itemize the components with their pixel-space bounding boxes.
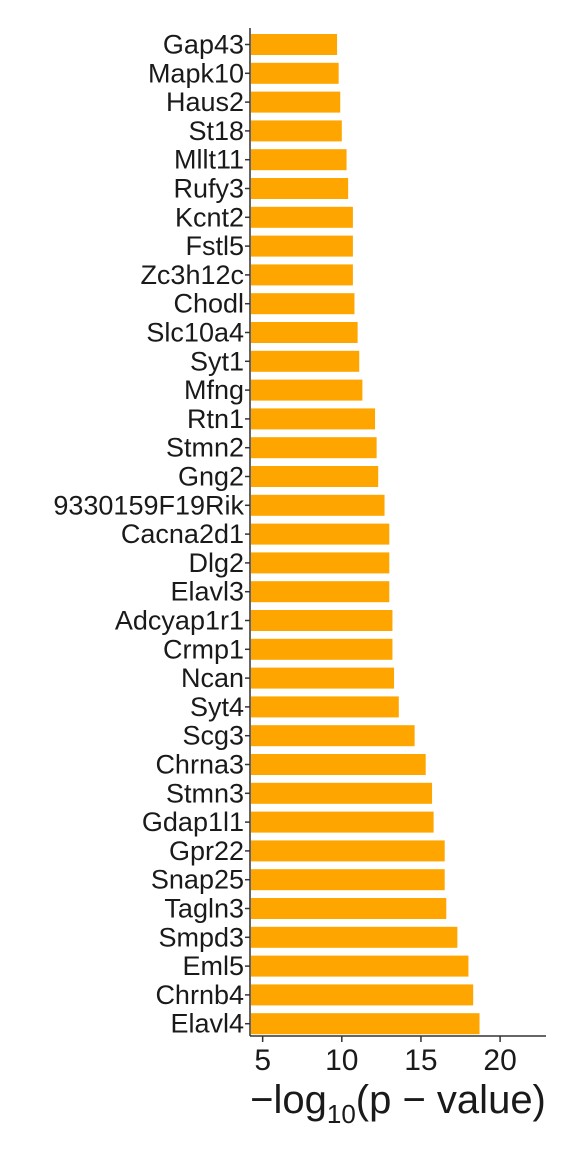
x-axis-title: −log10(p − value)	[250, 1078, 546, 1129]
bar	[251, 62, 339, 84]
y-tick-label: Zc3h12c	[140, 260, 244, 290]
y-tick-label: Gdap1l1	[142, 807, 244, 837]
bar	[251, 235, 353, 257]
y-tick-label: Rufy3	[173, 174, 244, 204]
bar	[251, 610, 393, 631]
bar	[251, 408, 376, 430]
x-axis-title-rest: (p − value)	[356, 1078, 546, 1122]
bar	[251, 667, 395, 689]
bar	[251, 898, 447, 919]
y-tick-label: Adcyap1r1	[115, 606, 244, 636]
y-axis-ticks	[245, 43, 250, 1025]
bar	[251, 34, 338, 55]
y-tick-label: Slc10a4	[146, 318, 244, 348]
y-tick-label: Chrnb4	[155, 980, 244, 1010]
x-tick-label: 5	[254, 1044, 271, 1077]
bar	[251, 494, 385, 516]
y-tick-label: Cacna2d1	[121, 519, 244, 549]
bar	[251, 322, 358, 343]
y-tick-label: Stmn3	[166, 778, 244, 808]
bar	[251, 638, 393, 660]
bar	[251, 1013, 480, 1035]
bar	[251, 293, 355, 315]
y-tick-label: Chodl	[173, 289, 244, 319]
bar	[251, 581, 390, 603]
y-tick-label: Syt1	[190, 346, 244, 376]
bar	[251, 206, 353, 228]
y-tick-label: Tagln3	[164, 894, 244, 924]
bars-group	[251, 34, 480, 1035]
y-tick-label: Chrna3	[155, 750, 244, 780]
bar	[251, 955, 469, 977]
y-tick-label: Rtn1	[187, 404, 244, 434]
y-tick-label: Mfng	[184, 375, 244, 405]
bar	[251, 149, 347, 171]
bar	[251, 811, 434, 833]
y-tick-label: Scg3	[182, 721, 244, 751]
bar	[251, 379, 363, 401]
bar	[251, 754, 426, 775]
y-tick-label: Dlg2	[188, 548, 244, 578]
y-tick-label: Eml5	[182, 951, 244, 981]
y-tick-label: Elavl4	[170, 1009, 244, 1039]
bar	[251, 91, 341, 113]
y-tick-label: Elavl3	[170, 577, 244, 607]
x-tick-label: 20	[483, 1044, 516, 1077]
y-tick-label: Fstl5	[185, 231, 244, 261]
bar	[251, 350, 360, 372]
bar	[251, 178, 349, 199]
bar	[251, 696, 399, 718]
y-tick-label: Syt4	[190, 692, 244, 722]
y-tick-label: Gap43	[163, 30, 244, 60]
x-tick-label: 10	[325, 1044, 358, 1077]
bar	[251, 264, 353, 286]
bar	[251, 120, 342, 142]
y-tick-label: Mllt11	[174, 145, 244, 175]
bar	[251, 552, 390, 574]
x-axis-title-minus: −	[250, 1078, 273, 1122]
bar	[251, 869, 445, 891]
y-tick-label: Stmn2	[166, 433, 244, 463]
y-tick-label: Gng2	[178, 462, 244, 492]
x-axis: 5 10 15 20	[254, 1036, 517, 1077]
y-tick-label: Kcnt2	[175, 202, 244, 232]
y-tick-label: Ncan	[181, 663, 244, 693]
y-tick-label: Mapk10	[148, 58, 244, 88]
y-tick-label: 9330159F19Rik	[53, 490, 244, 520]
y-tick-label: Crmp1	[163, 634, 244, 664]
bar	[251, 926, 458, 948]
y-tick-label: St18	[188, 116, 244, 146]
y-tick-label: Snap25	[151, 865, 244, 895]
y-tick-labels: Gap43Mapk10Haus2St18Mllt11Rufy3Kcnt2Fstl…	[53, 30, 244, 1039]
y-tick-label: Haus2	[166, 87, 244, 117]
x-tick-label: 15	[404, 1044, 437, 1077]
bar	[251, 984, 474, 1006]
bar	[251, 725, 415, 747]
x-axis-title-log: log	[273, 1078, 326, 1122]
y-tick-label: Gpr22	[169, 836, 244, 866]
bar	[251, 523, 390, 545]
bar	[251, 466, 379, 487]
bar	[251, 782, 433, 804]
bar	[251, 437, 377, 459]
x-axis-title-base: 10	[327, 1099, 356, 1129]
bar	[251, 840, 445, 862]
y-tick-label: Smpd3	[158, 922, 244, 952]
